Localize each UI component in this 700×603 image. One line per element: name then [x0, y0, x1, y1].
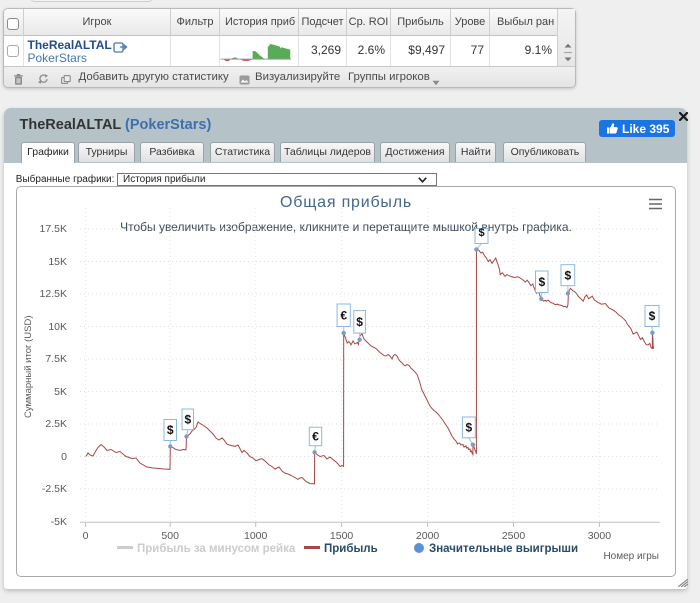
- svg-text:$: $: [478, 227, 484, 239]
- svg-text:$: $: [465, 421, 472, 435]
- svg-text:€: €: [312, 430, 319, 444]
- svg-text:$: $: [649, 309, 656, 323]
- svg-text:€: €: [340, 308, 347, 322]
- svg-text:$: $: [167, 423, 174, 437]
- svg-text:$: $: [565, 268, 572, 282]
- svg-text:$: $: [356, 315, 363, 329]
- svg-text:$: $: [538, 275, 545, 289]
- svg-text:$: $: [184, 413, 191, 427]
